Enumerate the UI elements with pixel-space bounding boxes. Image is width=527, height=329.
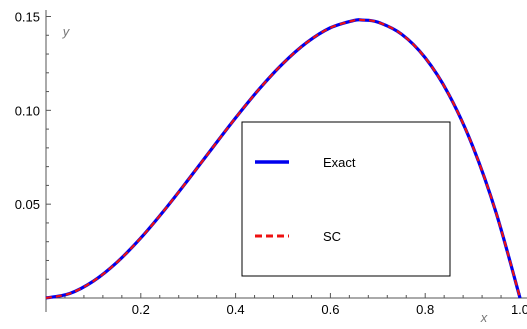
y-tick-label: 0.10 — [15, 103, 40, 118]
x-tick-label: 0.4 — [227, 302, 245, 317]
legend-label-exact: Exact — [323, 155, 356, 170]
series-group — [45, 18, 522, 300]
y-axis-title: y — [62, 24, 71, 39]
x-tick-label: 0.2 — [132, 302, 150, 317]
y-tick-label: 0.15 — [15, 10, 40, 25]
x-axis-title: x — [480, 310, 488, 324]
legend-label-sc: SC — [323, 229, 341, 244]
series-line-sc — [45, 18, 522, 300]
axes: 0.2 0.4 0.6 0.8 1.0 0.05 0.10 0.15 x y — [15, 10, 527, 325]
x-tick-label: 0.6 — [321, 302, 339, 317]
x-tick-label: 0.8 — [416, 302, 434, 317]
legend-frame — [241, 121, 451, 277]
legend: Exact SC — [241, 121, 451, 277]
y-tick-label: 0.05 — [15, 197, 40, 212]
x-tick-label: 1.0 — [511, 302, 527, 317]
